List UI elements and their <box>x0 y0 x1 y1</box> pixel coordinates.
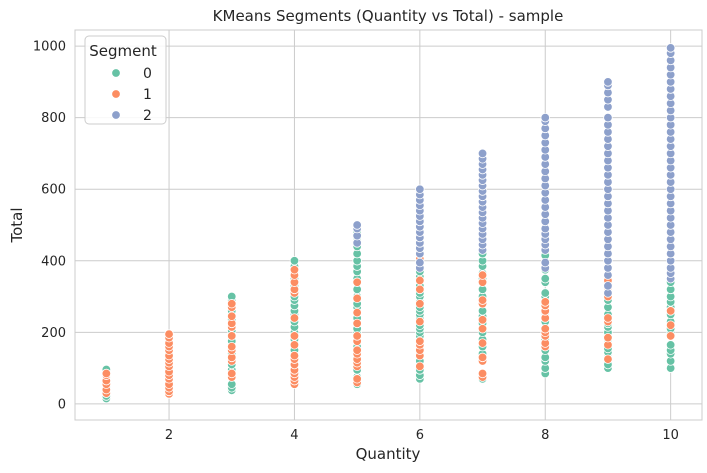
y-tick-label: 200 <box>41 326 66 341</box>
data-point <box>477 148 488 159</box>
data-point <box>477 324 488 334</box>
data-point <box>352 345 362 355</box>
data-point <box>540 324 550 334</box>
y-tick-label: 400 <box>41 254 66 269</box>
data-point <box>227 331 237 341</box>
data-point <box>352 374 362 384</box>
data-point <box>603 313 613 323</box>
data-point <box>164 329 174 339</box>
data-point <box>665 320 676 330</box>
legend-box <box>84 35 167 125</box>
data-point <box>415 316 425 327</box>
data-point <box>603 354 613 364</box>
data-point <box>352 293 362 304</box>
data-point <box>352 220 362 230</box>
data-point <box>603 333 613 343</box>
data-point <box>603 77 613 87</box>
data-point <box>665 43 676 53</box>
data-point <box>415 257 425 268</box>
x-tick-label: 2 <box>165 428 173 443</box>
data-point <box>477 338 488 348</box>
data-point <box>415 184 425 194</box>
data-point <box>289 265 300 275</box>
x-axis-label: Quantity <box>356 445 421 463</box>
series-1 <box>101 254 676 399</box>
data-point <box>665 331 676 341</box>
data-point <box>227 311 237 321</box>
data-point <box>352 277 362 287</box>
data-point <box>415 284 425 295</box>
data-point <box>415 361 425 372</box>
data-point <box>289 331 300 341</box>
data-point <box>477 368 488 379</box>
data-point <box>477 315 488 325</box>
data-point <box>415 299 425 309</box>
data-point <box>415 336 425 346</box>
data-point <box>540 297 550 307</box>
data-point <box>540 112 550 123</box>
x-tick-label: 8 <box>541 428 549 443</box>
x-tick-label: 4 <box>290 428 298 443</box>
data-point <box>227 299 237 309</box>
y-tick-labels: 0 200 400 600 800 1000 <box>33 40 66 413</box>
data-point <box>540 257 550 268</box>
legend-label: 2 <box>143 108 152 124</box>
data-point <box>603 112 613 123</box>
x-tick-labels: 2 4 6 8 10 <box>165 428 679 443</box>
data-point <box>352 307 362 318</box>
data-point <box>289 340 300 350</box>
data-point <box>477 270 488 280</box>
data-point <box>289 350 300 361</box>
data-point <box>289 256 300 266</box>
data-point <box>477 295 488 305</box>
y-tick-label: 1000 <box>33 40 66 55</box>
data-point <box>352 331 362 341</box>
legend-title: Segment <box>89 42 157 60</box>
legend-marker <box>111 89 121 99</box>
legend-label: 0 <box>143 66 152 82</box>
x-tick-label: 6 <box>416 428 424 443</box>
data-points <box>101 43 676 404</box>
legend-items: 0 1 2 <box>111 66 152 124</box>
y-tick-label: 600 <box>41 183 66 198</box>
y-tick-label: 800 <box>41 111 66 126</box>
data-point <box>415 275 425 286</box>
data-point <box>665 306 676 316</box>
legend-marker <box>111 110 121 120</box>
data-point <box>540 288 550 298</box>
x-tick-label: 10 <box>662 428 679 443</box>
data-point <box>227 341 237 352</box>
data-point <box>665 340 676 350</box>
legend: Segment 0 1 2 <box>84 35 167 125</box>
y-tick-label: 0 <box>58 397 66 412</box>
data-point <box>603 281 613 291</box>
data-point <box>101 368 112 379</box>
legend-marker <box>111 68 121 78</box>
data-point <box>227 368 237 379</box>
y-axis-label: Total <box>8 207 26 243</box>
plot-frame <box>74 29 703 421</box>
data-point <box>289 313 300 323</box>
series-2 <box>352 43 676 298</box>
legend-label: 1 <box>143 87 152 103</box>
chart-title: KMeans Segments (Quantity vs Total) - sa… <box>213 7 564 25</box>
data-point <box>352 318 362 329</box>
data-point <box>540 273 550 284</box>
data-point <box>477 352 488 363</box>
